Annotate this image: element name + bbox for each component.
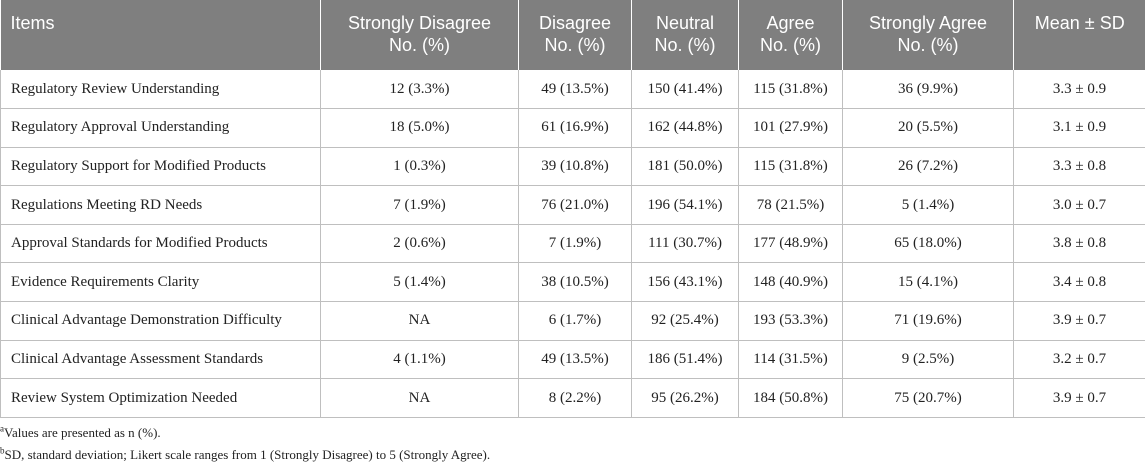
table-header-row: Items Strongly Disagree No. (%) Disagree… [1, 0, 1145, 70]
footnote-text: SD, standard deviation; Likert scale ran… [5, 447, 491, 462]
cell-mean-sd: 3.3 ± 0.9 [1014, 70, 1145, 109]
header-items: Items [1, 0, 321, 70]
cell-item: Clinical Advantage Demonstration Difficu… [1, 302, 321, 341]
likert-results-table: Items Strongly Disagree No. (%) Disagree… [0, 0, 1145, 418]
cell-strongly-disagree: 1 (0.3%) [321, 147, 519, 186]
cell-strongly-disagree: 5 (1.4%) [321, 263, 519, 302]
cell-neutral: 150 (41.4%) [632, 70, 739, 109]
cell-disagree: 38 (10.5%) [519, 263, 632, 302]
cell-strongly-agree: 36 (9.9%) [843, 70, 1014, 109]
cell-agree: 115 (31.8%) [739, 147, 843, 186]
cell-disagree: 49 (13.5%) [519, 340, 632, 379]
cell-mean-sd: 3.8 ± 0.8 [1014, 224, 1145, 263]
cell-strongly-disagree: NA [321, 379, 519, 418]
table-footnotes: aValues are presented as n (%). bSD, sta… [0, 424, 1145, 468]
header-disagree: Disagree No. (%) [519, 0, 632, 70]
cell-neutral: 92 (25.4%) [632, 302, 739, 341]
cell-mean-sd: 3.2 ± 0.7 [1014, 340, 1145, 379]
cell-neutral: 111 (30.7%) [632, 224, 739, 263]
cell-item: Evidence Requirements Clarity [1, 263, 321, 302]
cell-strongly-agree: 9 (2.5%) [843, 340, 1014, 379]
cell-item: Clinical Advantage Assessment Standards [1, 340, 321, 379]
cell-mean-sd: 3.9 ± 0.7 [1014, 302, 1145, 341]
cell-agree: 193 (53.3%) [739, 302, 843, 341]
cell-agree: 101 (27.9%) [739, 109, 843, 148]
cell-strongly-agree: 5 (1.4%) [843, 186, 1014, 225]
footnote: bSD, standard deviation; Likert scale ra… [0, 446, 1145, 468]
cell-agree: 148 (40.9%) [739, 263, 843, 302]
cell-neutral: 186 (51.4%) [632, 340, 739, 379]
header-agree: Agree No. (%) [739, 0, 843, 70]
header-neutral: Neutral No. (%) [632, 0, 739, 70]
cell-item: Regulations Meeting RD Needs [1, 186, 321, 225]
cell-strongly-agree: 75 (20.7%) [843, 379, 1014, 418]
cell-strongly-disagree: 4 (1.1%) [321, 340, 519, 379]
cell-agree: 115 (31.8%) [739, 70, 843, 109]
header-strongly-agree: Strongly Agree No. (%) [843, 0, 1014, 70]
cell-disagree: 6 (1.7%) [519, 302, 632, 341]
cell-strongly-disagree: 2 (0.6%) [321, 224, 519, 263]
cell-agree: 184 (50.8%) [739, 379, 843, 418]
table-row: Approval Standards for Modified Products… [1, 224, 1145, 263]
cell-mean-sd: 3.0 ± 0.7 [1014, 186, 1145, 225]
header-mean-sd: Mean ± SD [1014, 0, 1145, 70]
table-row: Regulatory Support for Modified Products… [1, 147, 1145, 186]
table-row: Regulatory Review Understanding 12 (3.3%… [1, 70, 1145, 109]
cell-item: Regulatory Review Understanding [1, 70, 321, 109]
cell-disagree: 7 (1.9%) [519, 224, 632, 263]
cell-strongly-agree: 26 (7.2%) [843, 147, 1014, 186]
cell-agree: 78 (21.5%) [739, 186, 843, 225]
cell-disagree: 39 (10.8%) [519, 147, 632, 186]
table-row: Clinical Advantage Demonstration Difficu… [1, 302, 1145, 341]
cell-neutral: 196 (54.1%) [632, 186, 739, 225]
cell-disagree: 49 (13.5%) [519, 70, 632, 109]
cell-strongly-disagree: NA [321, 302, 519, 341]
cell-disagree: 61 (16.9%) [519, 109, 632, 148]
cell-agree: 177 (48.9%) [739, 224, 843, 263]
table-row: Regulations Meeting RD Needs 7 (1.9%) 76… [1, 186, 1145, 225]
cell-strongly-agree: 65 (18.0%) [843, 224, 1014, 263]
cell-mean-sd: 3.3 ± 0.8 [1014, 147, 1145, 186]
cell-mean-sd: 3.9 ± 0.7 [1014, 379, 1145, 418]
cell-strongly-disagree: 12 (3.3%) [321, 70, 519, 109]
cell-disagree: 8 (2.2%) [519, 379, 632, 418]
cell-mean-sd: 3.4 ± 0.8 [1014, 263, 1145, 302]
cell-item: Regulatory Approval Understanding [1, 109, 321, 148]
table-row: Evidence Requirements Clarity 5 (1.4%) 3… [1, 263, 1145, 302]
cell-neutral: 181 (50.0%) [632, 147, 739, 186]
cell-agree: 114 (31.5%) [739, 340, 843, 379]
cell-strongly-agree: 20 (5.5%) [843, 109, 1014, 148]
cell-item: Review System Optimization Needed [1, 379, 321, 418]
table-row: Clinical Advantage Assessment Standards … [1, 340, 1145, 379]
cell-strongly-agree: 15 (4.1%) [843, 263, 1014, 302]
cell-strongly-disagree: 18 (5.0%) [321, 109, 519, 148]
cell-neutral: 162 (44.8%) [632, 109, 739, 148]
cell-mean-sd: 3.1 ± 0.9 [1014, 109, 1145, 148]
cell-item: Approval Standards for Modified Products [1, 224, 321, 263]
cell-neutral: 95 (26.2%) [632, 379, 739, 418]
cell-disagree: 76 (21.0%) [519, 186, 632, 225]
footnote-text: Values are presented as n (%). [4, 425, 161, 440]
footnote: aValues are presented as n (%). [0, 424, 1145, 446]
cell-neutral: 156 (43.1%) [632, 263, 739, 302]
cell-strongly-disagree: 7 (1.9%) [321, 186, 519, 225]
cell-item: Regulatory Support for Modified Products [1, 147, 321, 186]
table-row: Regulatory Approval Understanding 18 (5.… [1, 109, 1145, 148]
table-row: Review System Optimization Needed NA 8 (… [1, 379, 1145, 418]
header-strongly-disagree: Strongly Disagree No. (%) [321, 0, 519, 70]
cell-strongly-agree: 71 (19.6%) [843, 302, 1014, 341]
